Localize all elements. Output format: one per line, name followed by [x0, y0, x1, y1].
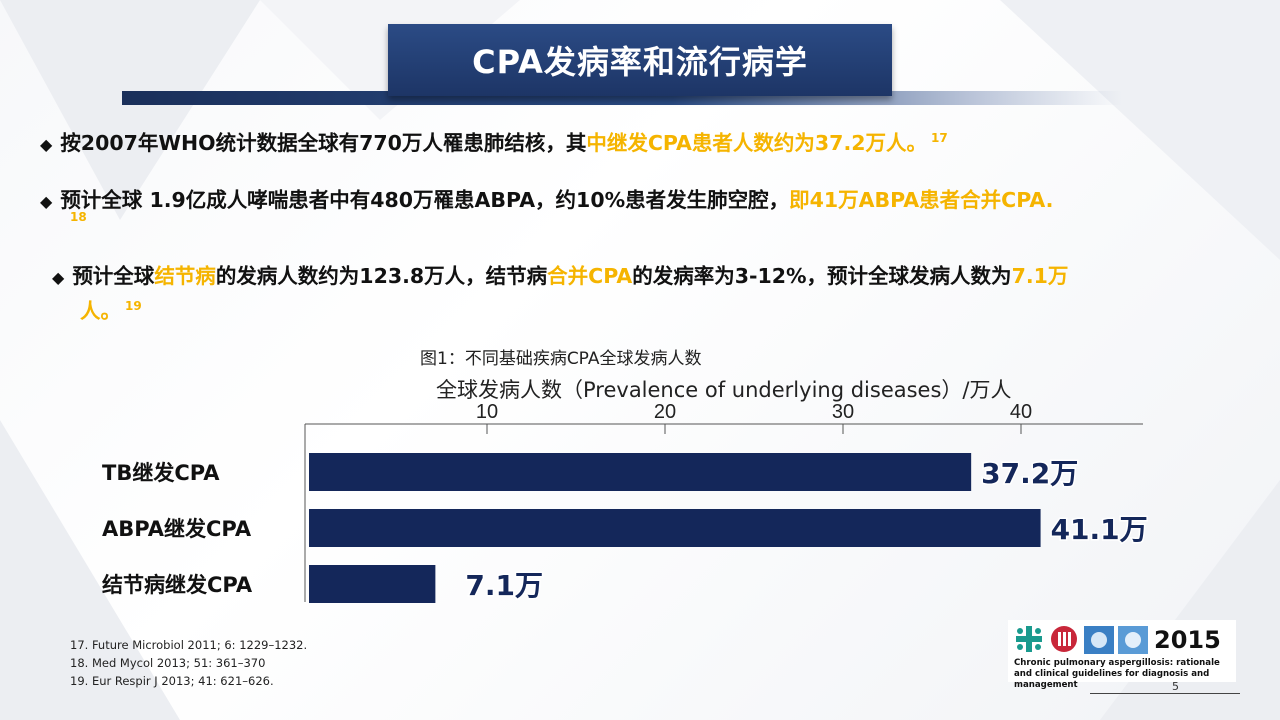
- data-label: 41.1万: [1051, 513, 1148, 546]
- bullet-3-line-2: 人。 19: [80, 292, 142, 325]
- diamond-bullet-icon: ◆: [40, 192, 53, 211]
- category-label: 结节病继发CPA: [102, 573, 253, 597]
- category-label: ABPA继发CPA: [102, 517, 252, 541]
- bullet-3-highlight-a: 结节病: [154, 264, 216, 288]
- footer-divider: [1090, 693, 1240, 694]
- bullet-1: ◆ 按2007年WHO统计数据全球有770万人罹患肺结核，其中继发CPA患者人数约…: [40, 124, 948, 159]
- x-tick-label: 20: [654, 401, 676, 423]
- logo-caption: Chronic pulmonary aspergillosis: rationa…: [1014, 658, 1220, 690]
- ers-cross-icon: [1016, 626, 1042, 652]
- bullet-1-text: 按2007年WHO统计数据全球有770万人罹患肺结核，其: [60, 130, 587, 155]
- data-label: 37.2万: [981, 457, 1078, 490]
- diamond-bullet-icon: ◆: [40, 134, 53, 154]
- bullet-1-ref: 17: [931, 131, 948, 145]
- page-number: 5: [1172, 680, 1179, 693]
- bullet-3-text-a: 预计全球: [72, 264, 155, 288]
- logo-icons: [1016, 626, 1148, 654]
- bullet-3-highlight-b: 合并CPA: [547, 264, 633, 288]
- bullet-3-highlight-d: 人。: [80, 298, 121, 323]
- bullet-2-text: 预计全球 1.9亿成人哮喘患者中有480万罹患ABPA，约10%患者发生肺空腔，: [60, 188, 790, 212]
- diamond-bullet-icon: ◆: [52, 268, 65, 287]
- ecmm-logo-icon: [1084, 626, 1148, 654]
- bullet-2: ◆ 预计全球 1.9亿成人哮喘患者中有480万罹患ABPA，约10%患者发生肺空腔…: [40, 186, 1053, 216]
- chart-title: 图1：不同基础疾病CPA全球发病人数: [420, 349, 702, 369]
- guideline-logo: 2015 Chronic pulmonary aspergillosis: ra…: [1008, 620, 1236, 690]
- category-label: TB继发CPA: [102, 461, 220, 485]
- bullet-3-highlight-c: 7.1万: [1011, 264, 1069, 288]
- escmid-seal-icon: [1051, 626, 1077, 652]
- x-tick-label: 40: [1010, 401, 1032, 423]
- x-axis-title: 全球发病人数（Prevalence of underlying diseases…: [436, 378, 1012, 402]
- bar-2: [309, 509, 1041, 547]
- bar-1: [309, 453, 972, 491]
- logo-year: 2015: [1154, 626, 1221, 654]
- reference-17: 17. Future Microbiol 2011; 6: 1229–1232.: [70, 638, 308, 652]
- bullet-3-text-b: 的发病人数约为123.8万人，结节病: [215, 264, 548, 288]
- bullet-3-text-c: 的发病率为3-12%，预计全球发病人数为: [632, 264, 1012, 288]
- title-banner: CPA发病率和流行病学: [388, 24, 892, 96]
- bullet-3-ref: 19: [125, 299, 142, 313]
- x-tick-label: 30: [832, 401, 854, 423]
- bullet-1-highlight: 中继发CPA患者人数约为37.2万人。: [586, 130, 927, 155]
- reference-19: 19. Eur Respir J 2013; 41: 621–626.: [70, 674, 274, 688]
- references: 17. Future Microbiol 2011; 6: 1229–1232.…: [70, 636, 307, 690]
- bullet-3: ◆ 预计全球结节病的发病人数约为123.8万人，结节病合并CPA的发病率为3-12…: [52, 262, 1068, 292]
- x-tick-label: 10: [476, 401, 498, 423]
- bar-3: [309, 565, 436, 603]
- data-label: 7.1万: [465, 569, 543, 602]
- reference-18: 18. Med Mycol 2013; 51: 361–370: [70, 656, 266, 670]
- bullet-2-highlight: 即41万ABPA患者合并CPA.: [789, 188, 1054, 212]
- page-title: CPA发病率和流行病学: [472, 43, 808, 81]
- bullet-2-ref: 18: [70, 210, 87, 224]
